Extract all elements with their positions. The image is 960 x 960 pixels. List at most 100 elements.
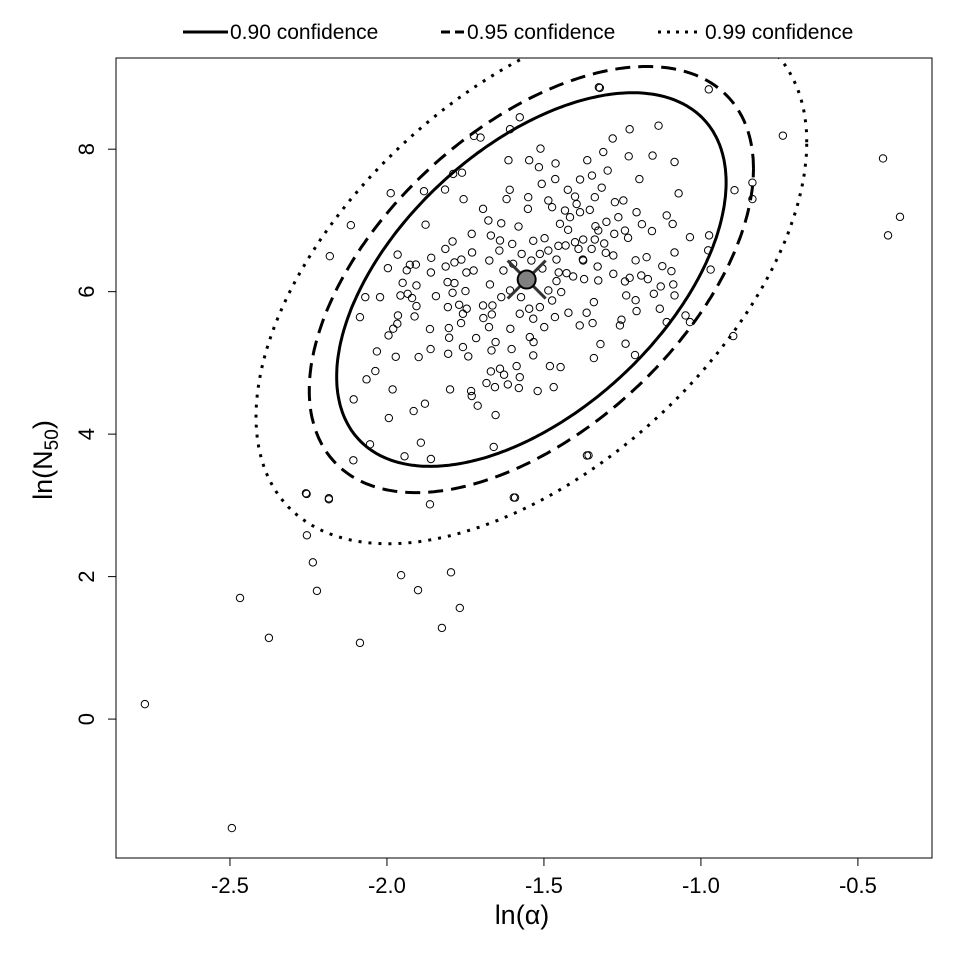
data-point	[441, 262, 450, 271]
data-point	[878, 154, 888, 163]
data-point	[508, 239, 517, 249]
data-point	[570, 238, 580, 247]
data-point	[617, 315, 626, 324]
data-point	[421, 220, 430, 229]
data-point	[456, 318, 466, 328]
data-point	[557, 287, 566, 297]
data-point	[648, 151, 657, 160]
data-point	[624, 152, 633, 161]
data-point	[669, 280, 678, 289]
data-point	[544, 196, 553, 205]
data-point	[478, 204, 488, 214]
data-point	[778, 131, 788, 140]
data-point	[497, 219, 506, 228]
data-point	[551, 159, 560, 168]
data-point	[467, 229, 476, 239]
data-point	[499, 370, 509, 379]
data-point	[455, 603, 464, 613]
data-point	[491, 410, 500, 420]
data-point	[393, 319, 402, 328]
data-point	[609, 269, 618, 279]
data-point	[457, 168, 467, 177]
data-point	[564, 308, 573, 317]
data-point	[523, 204, 533, 214]
data-point	[529, 337, 538, 347]
data-point	[610, 197, 620, 207]
data-point	[635, 174, 644, 184]
data-point	[685, 232, 695, 242]
data-point	[426, 344, 435, 354]
data-point	[505, 185, 514, 194]
data-point	[602, 217, 611, 227]
data-point	[227, 823, 237, 833]
data-point	[443, 349, 453, 358]
data-point	[632, 306, 641, 316]
plot-frame	[115, 57, 933, 859]
data-point	[372, 347, 382, 356]
data-point	[445, 385, 455, 394]
data-point	[588, 318, 597, 328]
data-point	[448, 288, 457, 297]
data-point	[393, 250, 402, 259]
data-point	[450, 258, 459, 267]
data-point	[603, 166, 612, 175]
estimate-marker	[516, 269, 537, 290]
data-point	[467, 248, 477, 257]
data-point	[515, 372, 524, 382]
data-point	[596, 339, 605, 349]
data-point	[384, 331, 393, 340]
data-point	[458, 342, 468, 352]
data-point	[462, 268, 471, 277]
data-point	[594, 226, 603, 235]
data-point	[583, 156, 592, 165]
data-point	[375, 292, 385, 302]
data-point	[486, 231, 496, 240]
data-point	[499, 266, 508, 275]
point-estimate	[506, 259, 547, 300]
data-point	[654, 121, 663, 130]
data-point	[554, 241, 563, 251]
data-point	[325, 251, 335, 261]
data-point	[485, 280, 495, 289]
data-point	[437, 623, 447, 633]
data-point	[540, 234, 549, 243]
data-point	[670, 157, 679, 167]
data-point	[681, 311, 690, 320]
data-point	[312, 586, 322, 596]
data-point	[704, 85, 713, 94]
data-point	[533, 386, 542, 396]
data-point	[450, 278, 459, 288]
data-point	[563, 185, 572, 194]
data-point	[630, 350, 640, 360]
data-point	[544, 286, 553, 295]
data-point	[464, 352, 473, 361]
data-point	[440, 185, 450, 194]
data-point	[621, 339, 630, 348]
data-point	[396, 570, 406, 580]
data-point	[489, 442, 498, 452]
data-point	[625, 125, 634, 134]
data-point	[674, 189, 683, 198]
data-point	[431, 291, 441, 301]
data-point	[599, 147, 608, 157]
data-point	[536, 144, 545, 153]
data-point	[544, 246, 553, 255]
data-point	[895, 212, 905, 222]
data-point	[625, 273, 634, 283]
data-point	[631, 256, 640, 265]
data-point	[361, 292, 370, 302]
y-axis-label: ln(N50)	[28, 420, 63, 500]
data-point	[589, 353, 599, 363]
data-point	[457, 255, 466, 264]
data-points	[140, 83, 905, 833]
data-point	[398, 278, 407, 288]
data-point	[601, 248, 610, 258]
data-point	[524, 192, 533, 202]
data-point	[632, 208, 641, 217]
data-point	[484, 322, 494, 332]
x-tick-label: -1.0	[682, 873, 720, 898]
data-point	[512, 361, 521, 371]
data-point	[446, 568, 456, 577]
confidence-ellipse-0.95	[307, 65, 755, 495]
data-point	[487, 310, 497, 319]
